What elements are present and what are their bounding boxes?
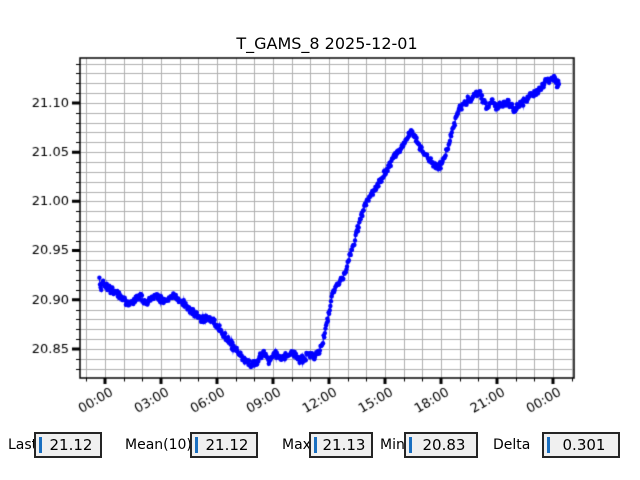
text-cursor-icon [547,437,550,453]
chart-figure: T_GAMS_8 2025-12-01 [0,0,640,430]
stat-value-delta: 0.301 [562,436,606,454]
chart-title: T_GAMS_8 2025-12-01 [236,34,418,53]
stat-label-max: Max [282,437,311,453]
stat-label-min: Min [380,437,405,453]
stat-label-delta: Delta [493,437,531,453]
stat-entry-mean[interactable]: 21.12 [190,432,258,458]
stat-value-max: 21.13 [322,436,366,454]
stat-entry-min[interactable]: 20.83 [404,432,478,458]
text-cursor-icon [409,437,412,453]
stat-entry-delta[interactable]: 0.301 [542,432,620,458]
stat-entry-last[interactable]: 21.12 [34,432,102,458]
chart-canvas [0,0,640,430]
stat-label-last: Last [8,437,38,453]
stat-value-mean: 21.12 [205,436,249,454]
stat-value-last: 21.12 [49,436,93,454]
text-cursor-icon [314,437,317,453]
stat-entry-max[interactable]: 21.13 [309,432,373,458]
stat-label-mean: Mean(10) [125,437,192,453]
text-cursor-icon [39,437,42,453]
stat-value-min: 20.83 [422,436,466,454]
text-cursor-icon [195,437,198,453]
